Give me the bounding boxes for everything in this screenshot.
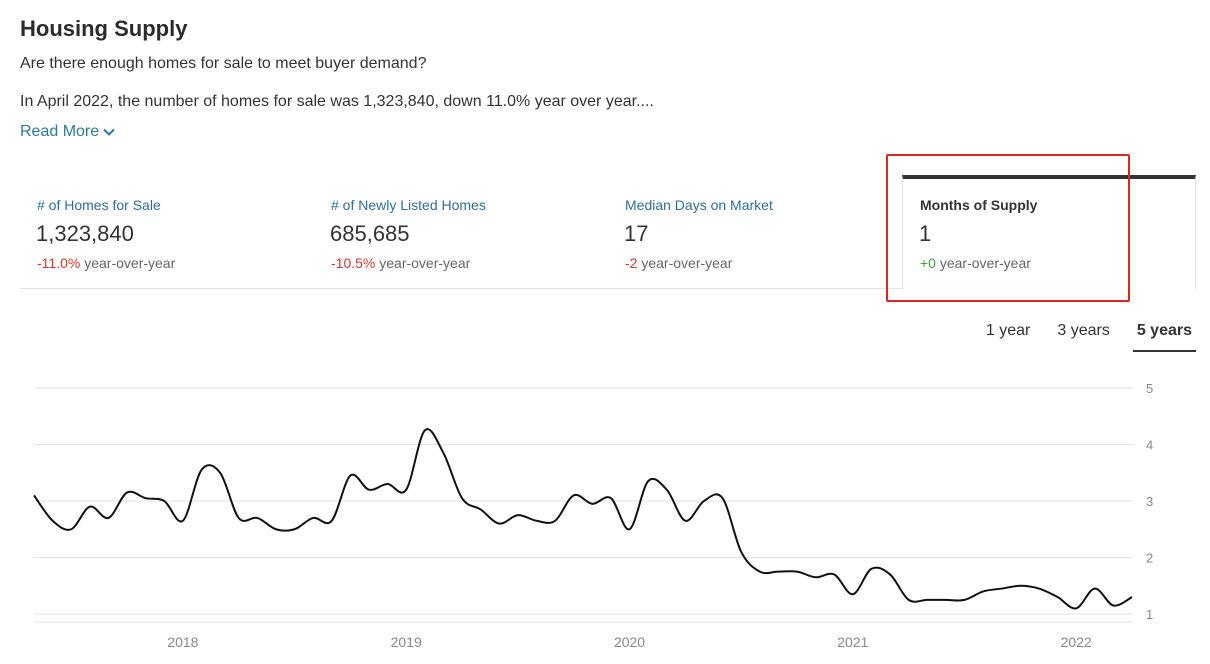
x-tick-label: 2022 xyxy=(1061,634,1092,650)
stat-months-of-supply[interactable]: Months of Supply 1 +0 year-over-year xyxy=(902,175,1196,289)
page-subtitle: Are there enough homes for sale to meet … xyxy=(20,55,427,72)
y-axis: 1 2 3 4 5 xyxy=(1146,381,1153,622)
stat-change-value: -2 xyxy=(625,255,638,271)
y-tick-label: 1 xyxy=(1146,607,1153,622)
stat-value: 17 xyxy=(624,221,649,246)
stat-change-suffix: year-over-year xyxy=(84,255,176,271)
stat-label: Months of Supply xyxy=(920,197,1038,213)
grid-layer xyxy=(34,387,1133,623)
stat-median-days-on-market[interactable]: Median Days on Market 17 -2 year-over-ye… xyxy=(608,175,902,288)
stat-value: 1,323,840 xyxy=(36,221,134,246)
months-of-supply-chart: 1 2 3 4 5 2018 2019 2020 2021 2022 xyxy=(33,381,1153,650)
tab-1-year[interactable]: 1 year xyxy=(985,322,1031,339)
summary-text: In April 2022, the number of homes for s… xyxy=(20,93,654,110)
tab-5-years[interactable]: 5 years xyxy=(1132,313,1196,352)
stat-homes-for-sale[interactable]: # of Homes for Sale 1,323,840 -11.0% yea… xyxy=(20,175,314,288)
tab-3-years[interactable]: 3 years xyxy=(1057,322,1110,339)
stat-label: # of Homes for Sale xyxy=(37,197,161,213)
page-title: Housing Supply xyxy=(20,16,188,41)
stat-change-suffix: year-over-year xyxy=(379,255,471,271)
stat-change: -2 year-over-year xyxy=(625,255,732,271)
chevron-down-icon xyxy=(103,128,115,136)
y-tick-label: 3 xyxy=(1146,494,1153,509)
y-tick-label: 5 xyxy=(1146,381,1153,396)
read-more-link[interactable]: Read More xyxy=(20,123,115,141)
x-tick-label: 2018 xyxy=(167,634,198,650)
series-layer xyxy=(33,428,1133,610)
stat-value: 685,685 xyxy=(330,221,410,246)
stat-newly-listed-homes[interactable]: # of Newly Listed Homes 685,685 -10.5% y… xyxy=(314,175,608,288)
y-tick-label: 4 xyxy=(1146,438,1153,453)
stat-label: Median Days on Market xyxy=(625,197,773,213)
stat-change-value: -10.5% xyxy=(331,255,376,271)
stat-change: -11.0% year-over-year xyxy=(37,255,175,271)
y-tick-label: 2 xyxy=(1146,551,1153,566)
stats-divider xyxy=(20,288,1196,289)
x-tick-label: 2020 xyxy=(614,634,645,650)
stat-change-suffix: year-over-year xyxy=(939,255,1031,271)
x-axis: 2018 2019 2020 2021 2022 xyxy=(167,634,1092,650)
stat-change-value: +0 xyxy=(920,255,936,271)
stat-change-value: -11.0% xyxy=(37,255,81,271)
stat-change-suffix: year-over-year xyxy=(641,255,733,271)
series-line xyxy=(33,428,1133,610)
stat-label: # of Newly Listed Homes xyxy=(331,197,486,213)
x-tick-label: 2021 xyxy=(837,634,868,650)
stat-change: +0 year-over-year xyxy=(920,255,1031,271)
x-tick-label: 2019 xyxy=(391,634,422,650)
stat-change: -10.5% year-over-year xyxy=(331,255,470,271)
time-range-tabs: 1 year 3 years 5 years xyxy=(963,313,1196,352)
stat-value: 1 xyxy=(919,221,932,246)
read-more-label: Read More xyxy=(20,123,100,140)
